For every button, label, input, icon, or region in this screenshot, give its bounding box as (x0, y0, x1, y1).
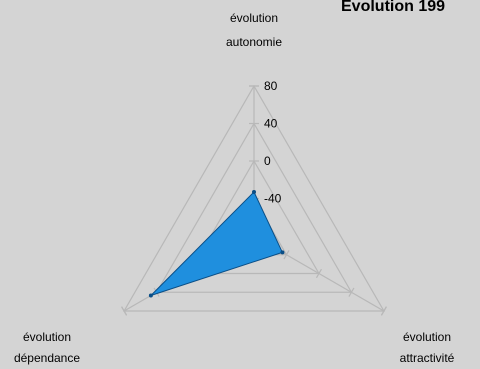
axis-label-0-line-1: autonomie (226, 35, 282, 49)
series-layer (148, 189, 285, 298)
axis-labels: évolution autonomie évolution attractivité é… (14, 11, 455, 365)
tick-labels: 80 40 0 -40 (264, 79, 282, 206)
data-point-0-0 (252, 189, 256, 194)
chart-title: Evolution 199 (341, 0, 446, 15)
axis-label-0-line-0: évolution (230, 11, 278, 25)
data-point-0-2 (148, 293, 153, 298)
tick-label-2: 0 (264, 154, 271, 168)
data-point-0-1 (280, 250, 285, 255)
tick-mark-1-4 (380, 306, 387, 316)
tick-mark-1-1 (348, 287, 355, 297)
tick-mark-1-3 (283, 250, 290, 260)
axis-label-2-line-0: évolution (23, 330, 71, 344)
tick-mark-2-4 (121, 306, 128, 316)
tick-label-3: -40 (264, 192, 282, 206)
axis-label-1-line-1: attractivité (400, 351, 455, 365)
tick-mark-1-2 (315, 268, 322, 279)
grid-ring-1 (155, 122, 353, 293)
grid-ring-2 (188, 159, 320, 275)
tick-label-1: 40 (264, 117, 278, 131)
tick-label-0: 80 (264, 79, 278, 93)
series-polygon-0 (150, 191, 283, 297)
axis-label-1-line-0: évolution (403, 330, 451, 344)
axis-label-2-line-1: dépendance (14, 351, 80, 365)
grid-ring-0 (123, 84, 385, 312)
